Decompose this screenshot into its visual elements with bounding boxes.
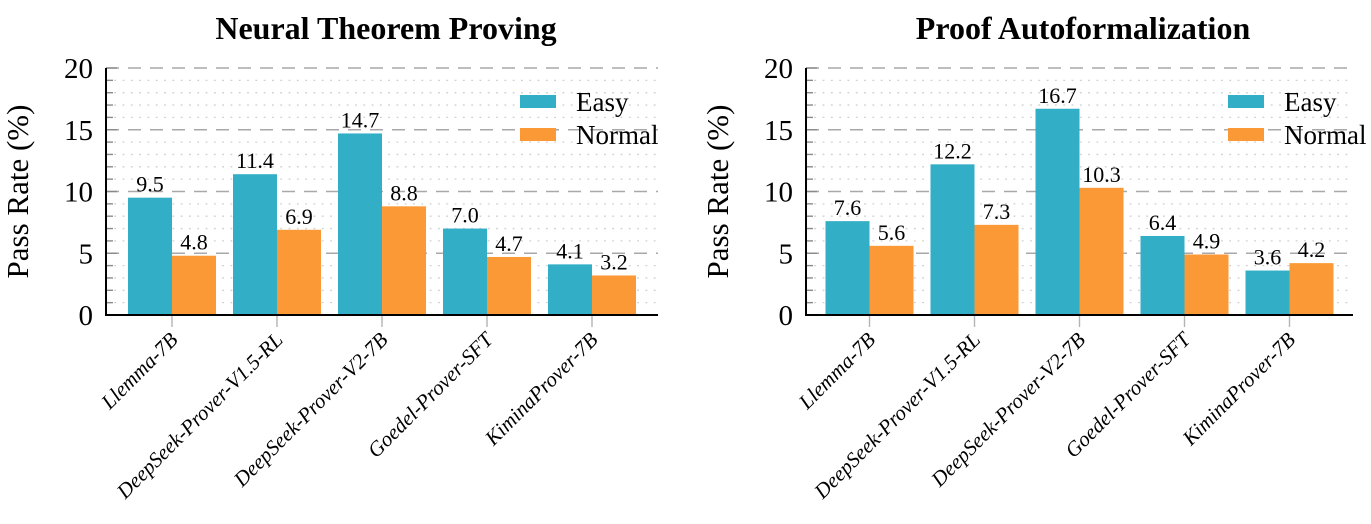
- bar-normal-1: [277, 229, 321, 315]
- x-category-label: Llemma-7B: [793, 327, 880, 414]
- y-tick-label: 20: [64, 53, 93, 85]
- bar-normal-2: [1079, 187, 1124, 315]
- bar-value-label-normal-3: 4.9: [1193, 228, 1221, 253]
- bar-easy-1: [930, 164, 975, 315]
- chart-title: Neural Theorem Proving: [215, 10, 556, 46]
- bar-value-label-normal-1: 6.9: [285, 204, 313, 229]
- y-tick-label: 5: [79, 238, 94, 270]
- bar-value-label-easy-2: 14.7: [341, 107, 380, 132]
- bar-value-label-easy-3: 6.4: [1149, 210, 1177, 235]
- x-category-label: KiminaProver-7B: [1177, 327, 1300, 450]
- chart-title: Proof Autoformalization: [916, 10, 1251, 46]
- bar-value-label-easy-4: 3.6: [1254, 245, 1282, 270]
- y-tick-label: 10: [764, 177, 793, 209]
- bar-normal-1: [974, 224, 1019, 315]
- bar-value-label-easy-4: 4.1: [556, 238, 584, 263]
- bar-easy-3: [1140, 235, 1185, 315]
- y-axis-label: Pass Rate (%): [0, 105, 35, 279]
- bar-value-label-easy-1: 11.4: [236, 148, 274, 173]
- legend-swatch-normal: [520, 128, 556, 141]
- bar-normal-0: [869, 245, 914, 315]
- bar-value-label-normal-2: 8.8: [390, 180, 418, 205]
- y-tick-label: 5: [779, 238, 794, 270]
- bar-easy-0: [128, 197, 172, 315]
- chart-proof-autoformalization: 0 5 10 15 20 7.6 12.2 16.7 6.4 3.6 5.6 7.3 10.3 4.9 4.…: [686, 0, 1371, 524]
- x-category-label: DeepSeek-Prover-V1.5-RL: [111, 328, 287, 504]
- bar-easy-4: [548, 264, 592, 315]
- bar-easy-3: [443, 228, 487, 315]
- y-tick-label: 20: [764, 53, 793, 85]
- bar-value-label-normal-1: 7.3: [983, 199, 1011, 224]
- chart-svg-neural-theorem-proving: 0 5 10 15 20 9.5 11.4 14.7 7.0 4.1 4.8 6.9 8.8 4.7 3.2…: [0, 10, 658, 504]
- bar-easy-1: [233, 174, 277, 315]
- bar-value-label-easy-0: 7.6: [834, 195, 862, 220]
- bar-normal-3: [487, 256, 531, 315]
- bar-normal-0: [172, 255, 216, 315]
- bar-value-label-normal-4: 3.2: [600, 249, 628, 274]
- legend-label-easy: Easy: [576, 87, 629, 117]
- bar-normal-2: [382, 206, 426, 315]
- bar-value-label-easy-1: 12.2: [933, 138, 972, 163]
- legend-swatch-easy: [520, 95, 556, 108]
- x-category-label: DeepSeek-Prover-V1.5-RL: [809, 328, 985, 504]
- chart-svg-proof-autoformalization: 0 5 10 15 20 7.6 12.2 16.7 6.4 3.6 5.6 7.3 10.3 4.9 4.…: [700, 10, 1366, 504]
- bar-value-label-normal-0: 4.8: [180, 230, 208, 255]
- y-tick-label: 10: [64, 177, 93, 209]
- legend-label-normal: Normal: [576, 120, 658, 150]
- x-category-label: KiminaProver-7B: [479, 327, 602, 450]
- legend-label-easy: Easy: [1284, 87, 1337, 117]
- bar-easy-2: [1035, 108, 1080, 315]
- legend-swatch-normal: [1228, 128, 1264, 141]
- legend-swatch-easy: [1228, 95, 1264, 108]
- bar-normal-3: [1184, 254, 1229, 315]
- bar-value-label-normal-3: 4.7: [495, 231, 523, 256]
- legend-label-normal: Normal: [1284, 120, 1366, 150]
- y-tick-label: 0: [779, 300, 794, 332]
- bar-value-label-easy-0: 9.5: [136, 172, 164, 197]
- bar-normal-4: [1289, 263, 1334, 315]
- bar-value-label-easy-2: 16.7: [1038, 83, 1077, 108]
- bar-value-label-normal-0: 5.6: [878, 220, 906, 245]
- bar-value-label-normal-4: 4.2: [1298, 237, 1326, 262]
- y-tick-label: 0: [79, 300, 94, 332]
- x-category-label: Llemma-7B: [96, 327, 183, 414]
- bar-easy-0: [825, 221, 870, 315]
- bar-normal-4: [592, 275, 636, 315]
- y-tick-label: 15: [64, 115, 93, 147]
- y-axis-label: Pass Rate (%): [700, 105, 735, 279]
- bar-value-label-easy-3: 7.0: [451, 203, 479, 228]
- y-tick-label: 15: [764, 115, 793, 147]
- bar-value-label-normal-2: 10.3: [1082, 162, 1121, 187]
- chart-neural-theorem-proving: 0 5 10 15 20 9.5 11.4 14.7 7.0 4.1 4.8 6.9 8.8 4.7 3.2…: [0, 10, 658, 504]
- bar-easy-4: [1245, 270, 1290, 315]
- bar-easy-2: [338, 133, 382, 315]
